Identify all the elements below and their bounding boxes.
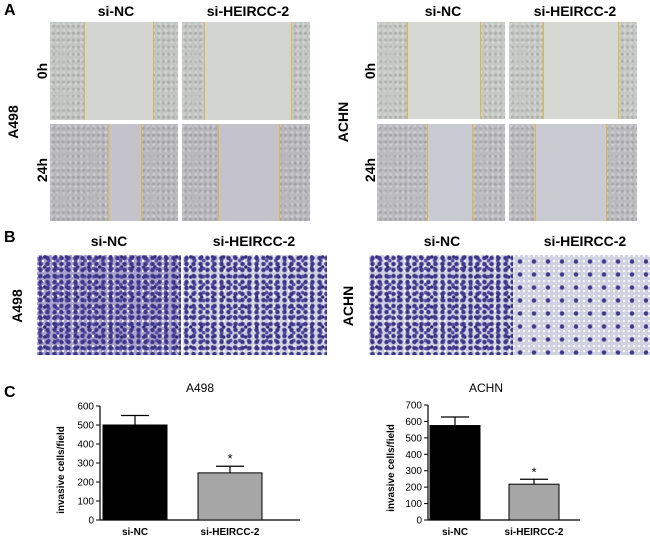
y-tick-label: 600 <box>405 417 422 428</box>
column-label-b-si-heircc2-achn: si-HEIRCC-2 <box>543 233 627 249</box>
column-label-si-nc-achn: si-NC <box>424 3 462 19</box>
column-label-si-heircc2-achn: si-HEIRCC-2 <box>533 3 617 19</box>
wound-image-a498-si-heircc2-0h <box>182 22 310 120</box>
bar-si-nc <box>102 424 168 521</box>
bar-chart-a498: A498 invasive cells/field 0 100 200 300 400 5… <box>56 381 300 538</box>
plot-area-a498: 0 100 200 300 400 500 600 si-NC * si-HEIRCC-2 <box>77 402 300 538</box>
transwell-image-achn-si-nc <box>369 255 513 355</box>
wound-image-a498-si-nc-0h <box>50 22 178 120</box>
x-tick-label: si-HEIRCC-2 <box>505 527 564 538</box>
bar-si-heircc-2 <box>508 483 560 521</box>
y-tick-label: 600 <box>77 402 94 413</box>
y-tick-label: 300 <box>405 466 422 477</box>
row-label-0h-a498: 0h <box>34 62 50 80</box>
chart-title-achn: ACHN <box>469 381 503 395</box>
wound-image-a498-si-heircc2-24h <box>182 124 310 221</box>
x-tick-label: si-NC <box>442 527 468 538</box>
column-label-b-si-heircc2-a498: si-HEIRCC-2 <box>212 233 296 249</box>
y-tick-label: 400 <box>77 440 94 451</box>
plot-area-achn: 0 100 200 300 400 500 600 700 si-NC * si-HEIRCC-2 <box>405 401 580 538</box>
y-tick-label: 500 <box>405 433 422 444</box>
column-label-b-si-nc-a498: si-NC <box>90 233 128 249</box>
y-tick-label: 200 <box>77 478 94 489</box>
cell-line-label-achn-wound: ACHN <box>335 101 351 143</box>
bar-chart-achn: ACHN invasive cells/field 0 100 200 300 400 5… <box>386 381 580 538</box>
significance-marker: * <box>227 451 232 466</box>
chart-title-a498: A498 <box>186 381 214 395</box>
y-tick-label: 0 <box>416 516 422 527</box>
bar-si-heircc-2 <box>197 472 263 521</box>
significance-marker: * <box>531 464 536 479</box>
y-tick-label: 700 <box>405 401 422 412</box>
column-label-si-heircc2-a498: si-HEIRCC-2 <box>206 3 290 19</box>
wound-image-achn-si-nc-0h <box>377 22 505 119</box>
y-tick-label: 200 <box>405 483 422 494</box>
cell-line-label-a498-wound: A498 <box>5 105 21 139</box>
panel-label-b: B <box>4 229 16 246</box>
row-label-24h-a498: 24h <box>34 157 50 183</box>
x-tick-label: si-NC <box>122 527 148 538</box>
column-label-b-si-nc-achn: si-NC <box>423 233 461 249</box>
y-tick-label: 300 <box>77 459 94 470</box>
wound-image-a498-si-nc-24h <box>50 124 178 221</box>
column-label-si-nc-a498: si-NC <box>97 3 135 19</box>
row-label-0h-achn: 0h <box>362 62 378 80</box>
cell-line-label-a498-transwell: A498 <box>9 289 25 323</box>
cell-line-label-achn-transwell: ACHN <box>340 285 356 327</box>
transwell-image-achn-si-heircc2 <box>513 255 650 355</box>
transwell-image-a498-si-nc <box>37 255 181 355</box>
y-tick-label: 100 <box>405 499 422 510</box>
transwell-image-a498-si-heircc2 <box>183 255 327 355</box>
x-tick-label: si-HEIRCC-2 <box>201 527 260 538</box>
y-axis-label-achn: invasive cells/field <box>386 424 397 512</box>
y-tick-label: 500 <box>77 421 94 432</box>
panel-label-c: C <box>4 384 16 401</box>
wound-image-achn-si-heircc2-24h <box>509 124 637 221</box>
bar-si-nc <box>429 425 481 521</box>
wound-image-achn-si-heircc2-0h <box>509 22 637 119</box>
y-tick-label: 100 <box>77 497 94 508</box>
wound-image-achn-si-nc-24h <box>377 124 505 221</box>
row-label-24h-achn: 24h <box>362 157 378 183</box>
panel-label-a: A <box>4 2 16 19</box>
y-tick-label: 400 <box>405 450 422 461</box>
y-tick-label: 0 <box>88 516 94 527</box>
y-axis-label-a498: invasive cells/field <box>56 426 67 514</box>
